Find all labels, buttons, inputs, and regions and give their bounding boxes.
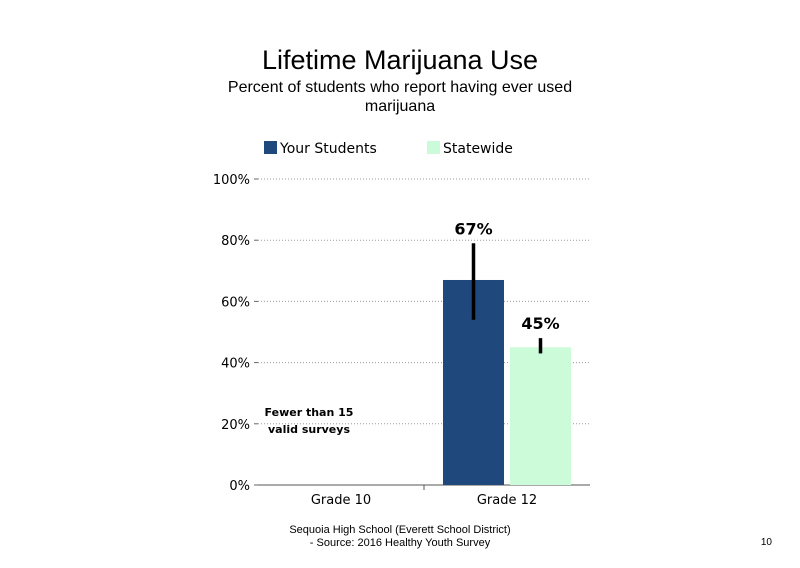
bar-statewide-grade-12 bbox=[510, 347, 571, 485]
legend-item-statewide: Statewide bbox=[427, 140, 513, 158]
annotation-line-1: Fewer than 15 bbox=[265, 406, 354, 419]
legend-swatch-statewide bbox=[427, 141, 440, 154]
footer-school: Sequoia High School (Everett School Dist… bbox=[289, 524, 511, 536]
x-tick-label-grade-10: Grade 10 bbox=[311, 493, 371, 508]
footer-source: Sequoia High School (Everett School Dist… bbox=[240, 524, 560, 550]
footer-source-line: - Source: 2016 Healthy Youth Survey bbox=[309, 537, 491, 549]
annotation-line-2: valid surveys bbox=[268, 423, 350, 436]
legend-label-statewide: Statewide bbox=[443, 141, 513, 157]
data-label-your-students-grade-12: 67% bbox=[454, 219, 492, 238]
y-tick-label-0: 0% bbox=[229, 479, 250, 494]
y-tick-label-60: 60% bbox=[221, 295, 250, 310]
chart-subtitle: Percent of students who report having ev… bbox=[227, 79, 573, 115]
y-tick-label-20: 20% bbox=[221, 418, 250, 433]
chart-title: Lifetime Marijuana Use bbox=[261, 45, 539, 75]
y-tick-label-100: 100% bbox=[213, 173, 250, 188]
legend-item-your-students: Your Students bbox=[264, 140, 377, 158]
legend-swatch-your-students bbox=[264, 141, 277, 154]
data-label-statewide-grade-12: 45% bbox=[521, 314, 559, 333]
legend-label-your-students: Your Students bbox=[280, 141, 377, 157]
y-tick-label-80: 80% bbox=[221, 234, 250, 249]
page-number: 10 bbox=[760, 537, 772, 548]
y-tick-label-40: 40% bbox=[221, 357, 250, 372]
x-tick-label-grade-12: Grade 12 bbox=[477, 493, 537, 508]
